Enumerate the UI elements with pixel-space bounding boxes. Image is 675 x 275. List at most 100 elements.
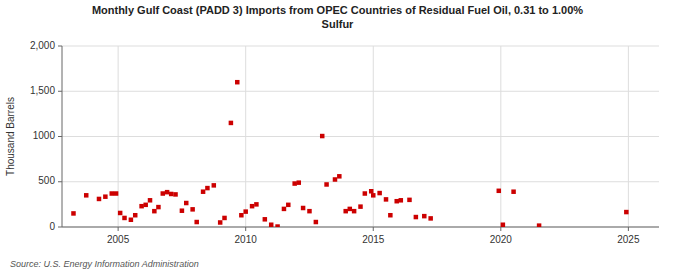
point bbox=[222, 216, 227, 221]
tick-y bbox=[58, 91, 62, 92]
point bbox=[156, 205, 161, 210]
point bbox=[282, 207, 287, 212]
point bbox=[212, 183, 217, 188]
point bbox=[307, 209, 312, 214]
point bbox=[161, 191, 166, 196]
tick-x bbox=[373, 227, 374, 231]
title-line: Monthly Gulf Coast (PADD 3) Imports from… bbox=[92, 4, 583, 16]
point bbox=[122, 216, 127, 221]
grid-line-y bbox=[62, 181, 659, 182]
point bbox=[352, 209, 357, 214]
axis-line-x bbox=[62, 227, 659, 228]
tick-label-x: 2005 bbox=[107, 234, 130, 245]
point bbox=[399, 198, 404, 203]
point bbox=[71, 211, 76, 216]
point bbox=[286, 203, 291, 208]
point bbox=[263, 217, 268, 222]
tick-y bbox=[58, 181, 62, 182]
point bbox=[194, 220, 199, 225]
point bbox=[333, 177, 338, 182]
tick-label-x: 2010 bbox=[235, 234, 258, 245]
point bbox=[384, 197, 389, 202]
point bbox=[343, 209, 348, 214]
grid-line-y bbox=[62, 46, 659, 47]
point bbox=[84, 193, 89, 198]
point bbox=[407, 198, 412, 203]
axis-line-y bbox=[62, 46, 63, 227]
grid bbox=[62, 46, 659, 227]
points bbox=[71, 80, 628, 227]
grid-line-x bbox=[628, 46, 629, 227]
point bbox=[292, 181, 297, 186]
title: Monthly Gulf Coast (PADD 3) Imports from… bbox=[92, 4, 583, 30]
point bbox=[275, 224, 280, 227]
point bbox=[624, 210, 629, 215]
point bbox=[129, 218, 134, 223]
tick-y bbox=[58, 227, 62, 228]
point bbox=[537, 223, 542, 227]
point bbox=[337, 174, 342, 179]
point bbox=[348, 207, 353, 212]
tick-label-y: 500 bbox=[38, 175, 55, 186]
source-note: Source: U.S. Energy Information Administ… bbox=[10, 259, 199, 269]
point bbox=[414, 215, 419, 220]
point bbox=[358, 204, 363, 209]
point bbox=[297, 180, 302, 185]
point bbox=[218, 220, 223, 225]
point bbox=[243, 209, 248, 214]
point bbox=[239, 213, 244, 218]
point bbox=[184, 201, 189, 206]
tick-label-x: 2015 bbox=[362, 234, 385, 245]
point bbox=[314, 220, 319, 225]
chart-container: 050010001,5002,00020052010201520202025Mo… bbox=[0, 0, 675, 275]
y-axis-label: Thousand Barrels bbox=[5, 97, 16, 176]
tick-x bbox=[245, 227, 246, 231]
grid-line-x bbox=[245, 46, 246, 227]
tick-label-y: 2,000 bbox=[30, 40, 55, 51]
point bbox=[301, 206, 306, 211]
point bbox=[235, 80, 240, 85]
point bbox=[190, 207, 195, 212]
point bbox=[201, 189, 206, 194]
axes: 050010001,5002,00020052010201520202025 bbox=[30, 40, 659, 245]
point bbox=[497, 189, 502, 194]
point bbox=[103, 194, 108, 199]
tick-label-x: 2020 bbox=[490, 234, 513, 245]
point bbox=[97, 197, 102, 202]
point bbox=[118, 211, 123, 216]
point bbox=[369, 189, 374, 194]
grid-line-x bbox=[500, 46, 501, 227]
point bbox=[422, 214, 427, 219]
tick-label-y: 1,500 bbox=[30, 85, 55, 96]
point bbox=[148, 198, 153, 203]
point bbox=[371, 193, 376, 198]
point bbox=[152, 209, 157, 214]
tick-label-x: 2025 bbox=[617, 234, 640, 245]
tick-y bbox=[58, 46, 62, 47]
point bbox=[269, 222, 274, 227]
point bbox=[363, 191, 368, 196]
point bbox=[511, 189, 515, 194]
point bbox=[324, 182, 329, 187]
point bbox=[250, 204, 255, 209]
point bbox=[320, 134, 325, 139]
point bbox=[165, 190, 170, 195]
point bbox=[428, 216, 433, 221]
grid-line-y bbox=[62, 91, 659, 92]
point bbox=[110, 191, 115, 196]
point bbox=[501, 222, 506, 227]
point bbox=[394, 199, 399, 204]
grid-line-y bbox=[62, 227, 659, 228]
point bbox=[133, 213, 138, 218]
point bbox=[388, 213, 393, 218]
grid-line-x bbox=[118, 46, 119, 227]
point bbox=[205, 186, 210, 191]
point bbox=[377, 191, 382, 196]
tick-x bbox=[628, 227, 629, 231]
grid-line-x bbox=[373, 46, 374, 227]
point bbox=[139, 204, 144, 209]
point bbox=[143, 203, 148, 208]
tick-label-y: 0 bbox=[49, 221, 55, 232]
tick-x bbox=[500, 227, 501, 231]
title-line: Sulfur bbox=[322, 18, 354, 30]
